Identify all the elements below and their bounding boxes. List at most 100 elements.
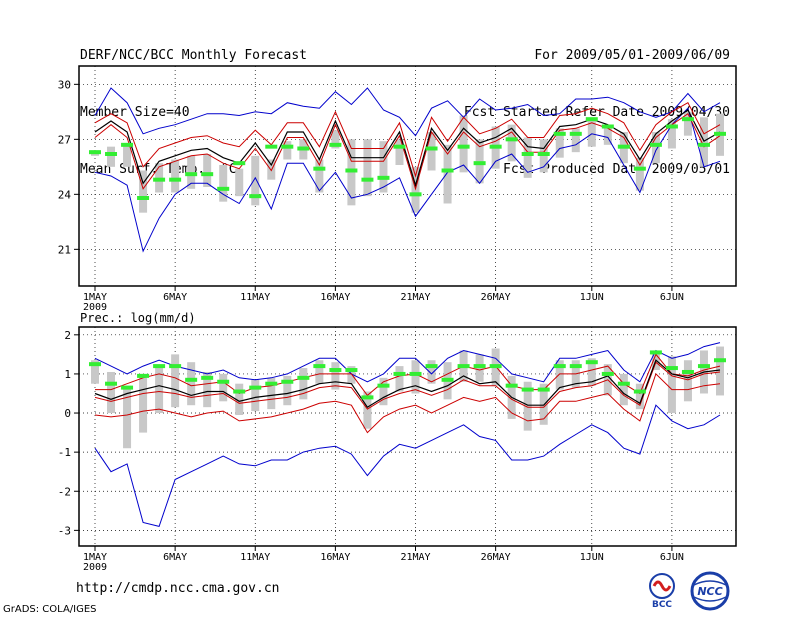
temp-series-upper bbox=[94, 102, 721, 178]
temp-observed-mark bbox=[505, 137, 518, 142]
prec-xtick-label: 1MAY bbox=[83, 552, 107, 563]
temp-spread-box bbox=[459, 115, 468, 173]
temp-spread-box bbox=[507, 124, 516, 162]
prec-observed-mark bbox=[169, 364, 182, 369]
prec-ytick-label: 0 bbox=[64, 407, 71, 420]
temp-xtick-label: 16MAY bbox=[320, 292, 350, 303]
temp-spread-box bbox=[171, 159, 180, 193]
temp-spread-box bbox=[203, 154, 212, 187]
temp-series-lower bbox=[94, 112, 721, 191]
prec-xtick-label: 11MAY bbox=[240, 552, 270, 563]
prec-ytick-label: 1 bbox=[64, 368, 71, 381]
prec-observed-mark bbox=[617, 381, 630, 386]
prec-observed-mark bbox=[633, 389, 646, 394]
temp-observed-mark bbox=[617, 144, 630, 149]
temp-frame bbox=[78, 65, 737, 287]
prec-observed-mark bbox=[409, 371, 422, 376]
temp-observed-mark bbox=[249, 194, 262, 199]
prec-xtick-label: 6MAY bbox=[163, 552, 187, 563]
temp-spread-box bbox=[443, 144, 452, 204]
temp-observed-mark bbox=[233, 161, 246, 166]
temp-observed-mark bbox=[457, 144, 470, 149]
prec-observed-mark bbox=[361, 395, 374, 400]
prec-xtick-label: 16MAY bbox=[320, 552, 350, 563]
started-refer-date: Fcst Started Refer Date 2009/04/30 bbox=[463, 105, 730, 120]
temp-observed-mark bbox=[89, 150, 101, 155]
temp-spread-box bbox=[139, 170, 148, 213]
prec-spread-box bbox=[635, 383, 644, 410]
prec-observed-mark bbox=[697, 364, 710, 369]
prec-ytick-label: -2 bbox=[58, 485, 71, 498]
prec-observed-mark bbox=[473, 364, 486, 369]
prec-observed-mark bbox=[681, 369, 694, 374]
source-url[interactable]: http://cmdp.ncc.cma.gov.cn bbox=[76, 581, 280, 596]
temp-observed-mark bbox=[569, 131, 582, 136]
temp-spread-box bbox=[635, 157, 644, 191]
temp-ytick-label: 21 bbox=[58, 243, 71, 256]
temp-observed-mark bbox=[489, 144, 502, 149]
temp-series-mean bbox=[94, 109, 721, 188]
prec-observed-mark bbox=[553, 364, 566, 369]
bcc-logo-swirl bbox=[652, 580, 672, 592]
prec-panel-title: Prec.: log(mm/d) bbox=[80, 311, 196, 325]
prec-spread-box bbox=[347, 366, 356, 384]
produced-date: Fcst Produced Date 2009/05/01 bbox=[503, 162, 730, 177]
prec-observed-mark bbox=[345, 368, 358, 373]
prec-spread-box bbox=[683, 360, 692, 402]
temp-observed-mark bbox=[297, 146, 310, 151]
ncc-logo-globe bbox=[693, 580, 727, 602]
prec-spread-box bbox=[539, 383, 548, 425]
temp-spread-box bbox=[587, 119, 596, 147]
prec-spread-box bbox=[716, 346, 724, 396]
prec-spread-box bbox=[315, 360, 324, 384]
temp-observed-mark bbox=[105, 152, 118, 156]
prec-spread-box bbox=[331, 362, 340, 390]
prec-observed-mark bbox=[329, 368, 342, 373]
temp-spread-box bbox=[235, 168, 244, 197]
temp-spread-box bbox=[283, 141, 292, 160]
prec-xtick-label: 6JUN bbox=[660, 552, 684, 563]
prec-spread-box bbox=[187, 362, 196, 406]
prec-observed-mark bbox=[153, 364, 166, 369]
prec-spread-box bbox=[123, 385, 132, 449]
temp-xtick-label: 26MAY bbox=[481, 292, 511, 303]
temp-xtick-label: 6JUN bbox=[660, 292, 684, 303]
prec-observed-mark bbox=[505, 383, 518, 388]
prec-observed-mark bbox=[265, 381, 278, 386]
temp-observed-mark bbox=[714, 131, 726, 136]
prec-observed-mark bbox=[89, 362, 101, 367]
prec-frame bbox=[78, 326, 737, 547]
prec-spread-box bbox=[155, 366, 164, 414]
prec-observed-mark bbox=[489, 364, 502, 369]
prec-spread-box bbox=[379, 377, 388, 406]
prec-observed-mark bbox=[649, 350, 662, 355]
prec-spread-box bbox=[395, 366, 404, 392]
temp-observed-mark bbox=[153, 177, 166, 182]
prec-observed-mark bbox=[601, 371, 614, 376]
prec-series-max bbox=[94, 342, 721, 383]
prec-ytick-label: -1 bbox=[58, 446, 71, 459]
temp-observed-mark bbox=[649, 142, 662, 147]
temp-spread-box bbox=[427, 132, 436, 171]
prec-observed-mark bbox=[313, 364, 326, 369]
temp-spread-box bbox=[683, 111, 692, 136]
temp-spread-box bbox=[395, 139, 404, 165]
prec-series-lower-red bbox=[94, 372, 721, 434]
temp-observed-mark bbox=[313, 166, 326, 171]
prec-observed-mark bbox=[425, 364, 438, 369]
temp-spread-box bbox=[603, 124, 612, 145]
prec-observed-mark bbox=[457, 364, 470, 369]
prec-observed-mark bbox=[233, 389, 246, 394]
prec-observed-mark bbox=[665, 366, 678, 371]
temp-observed-mark bbox=[665, 124, 678, 129]
grads-credit: GrADS: COLA/IGES bbox=[3, 604, 97, 615]
ncc-logo-text: NCC bbox=[697, 585, 722, 598]
chart-title: DERF/NCC/BCC Monthly Forecast bbox=[80, 48, 307, 63]
prec-ytick-label: -3 bbox=[58, 524, 71, 537]
temp-observed-mark bbox=[681, 117, 694, 122]
prec-spread-box bbox=[219, 373, 228, 402]
temp-xtick-label: 1JUN bbox=[580, 292, 604, 303]
prec-spread-box bbox=[283, 375, 292, 406]
prec-observed-mark bbox=[714, 358, 726, 363]
